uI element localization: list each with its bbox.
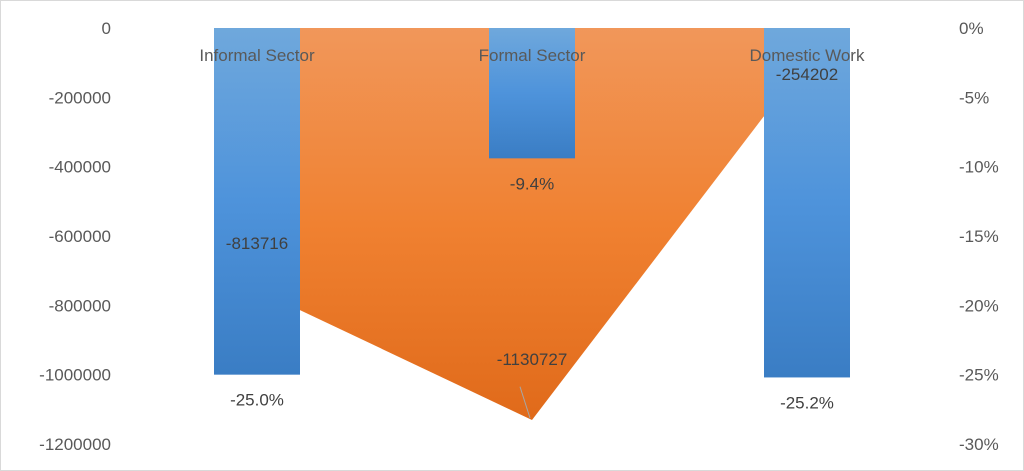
bar-data-label: -25.0% xyxy=(230,391,284,410)
category-label: Informal Sector xyxy=(199,46,315,65)
area-data-label: -813716 xyxy=(226,234,288,253)
right-axis-tick-label: -15% xyxy=(959,227,999,246)
area-data-label: -1130727 xyxy=(497,350,568,369)
right-axis-tick-label: -10% xyxy=(959,158,999,177)
right-axis-tick-label: 0% xyxy=(959,19,984,38)
left-axis-tick-label: 0 xyxy=(102,19,111,38)
category-label: Domestic Work xyxy=(750,46,865,65)
right-axis-tick-label: -30% xyxy=(959,435,999,454)
category-labels: Informal Sector Formal Sector Domestic Wor… xyxy=(199,46,865,65)
bar-data-label: -9.4% xyxy=(510,174,554,193)
bar-layer xyxy=(214,28,850,378)
bar-informal-sector xyxy=(214,28,300,375)
right-axis-tick-label: -5% xyxy=(959,88,989,107)
left-axis-tick-label: -200000 xyxy=(49,88,111,107)
left-axis-tick-label: -1200000 xyxy=(39,435,111,454)
left-axis-tick-label: -1000000 xyxy=(39,366,111,385)
left-axis-tick-label: -400000 xyxy=(49,158,111,177)
area-layer xyxy=(300,28,764,420)
category-label: Formal Sector xyxy=(479,46,586,65)
area-data-label: -254202 xyxy=(776,65,838,84)
bar-formal-sector xyxy=(489,28,575,159)
bar-data-label: -25.2% xyxy=(780,393,834,412)
right-axis: 0% -5% -10% -15% -20% -25% -30% xyxy=(959,19,999,454)
data-labels: -25.0% -9.4% -25.2% -813716 -1130727 -254202 xyxy=(226,65,838,419)
right-axis-tick-label: -20% xyxy=(959,296,999,315)
data-label-leader-line xyxy=(519,386,531,419)
area-series xyxy=(300,28,764,420)
bar-domestic-work xyxy=(764,28,850,378)
left-axis-tick-label: -800000 xyxy=(49,296,111,315)
right-axis-tick-label: -25% xyxy=(959,366,999,385)
left-axis: 0 -200000 -400000 -600000 -800000 -1000000 -12… xyxy=(39,19,111,454)
left-axis-tick-label: -600000 xyxy=(49,227,111,246)
